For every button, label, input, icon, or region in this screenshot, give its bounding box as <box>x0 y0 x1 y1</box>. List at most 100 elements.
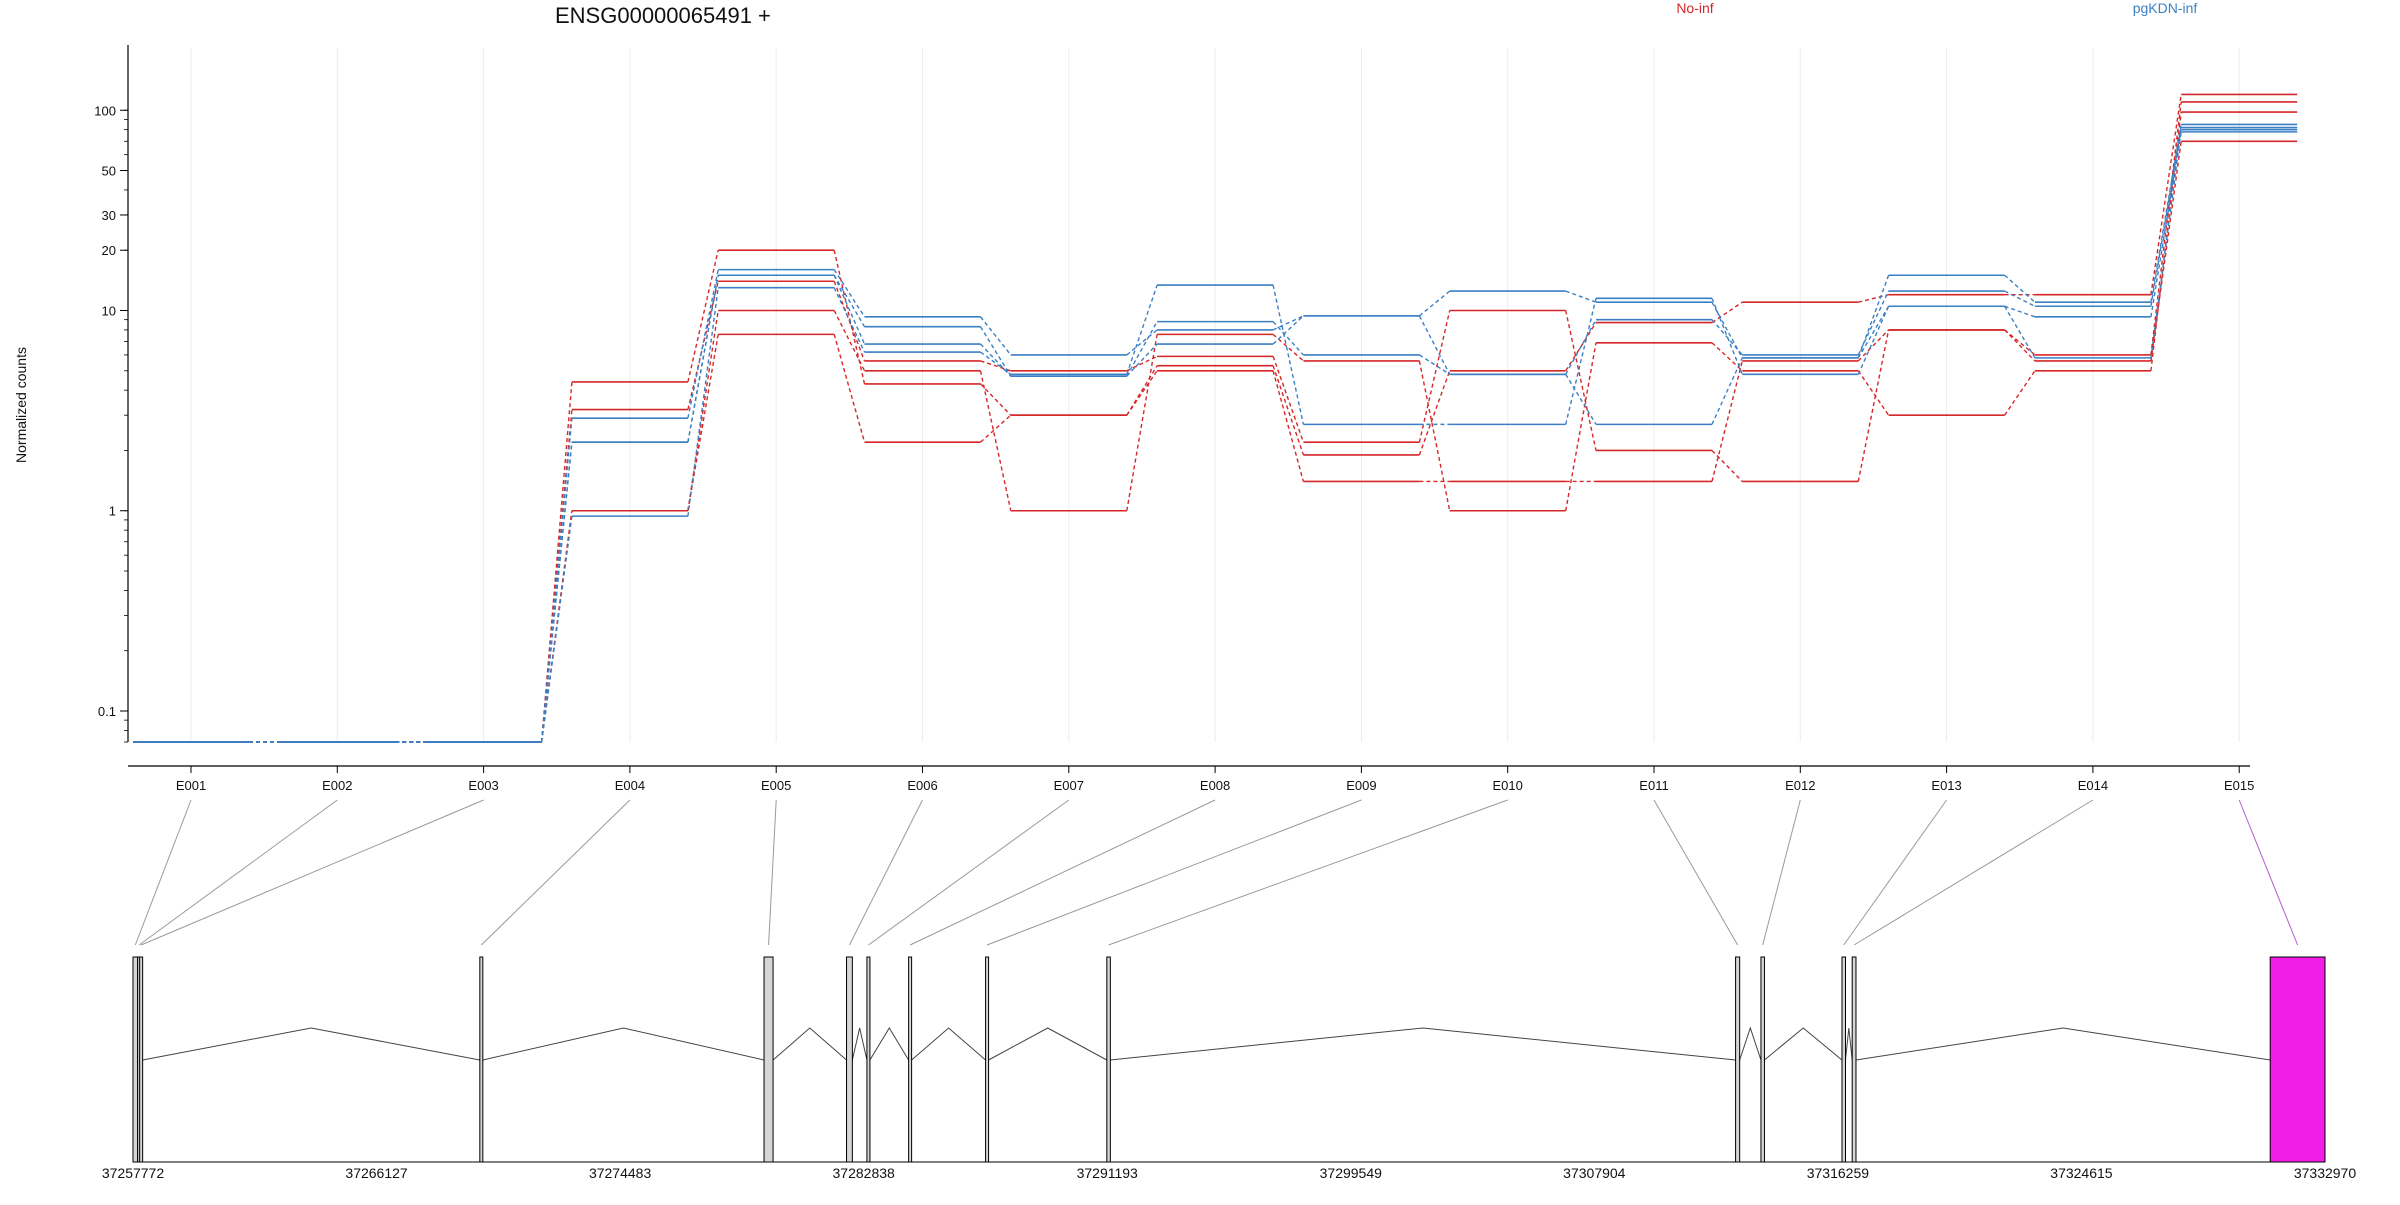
connector-e012 <box>1762 799 1801 946</box>
exon-transition <box>1711 360 1743 482</box>
x-tick-label-e003: E003 <box>468 778 498 793</box>
exon-transition <box>1272 356 1305 443</box>
exon-transition <box>1418 290 1451 317</box>
intron-line <box>1844 1027 1853 1061</box>
coordinate-label: 37274483 <box>589 1165 652 1181</box>
y-tick-label: 1 <box>109 504 116 519</box>
y-tick-label: 50 <box>102 164 116 179</box>
exon-transition <box>1272 284 1305 425</box>
exon-transition <box>1272 370 1305 482</box>
exon-transition <box>833 287 866 353</box>
x-tick-label-e012: E012 <box>1785 778 1815 793</box>
x-tick-label-e004: E004 <box>615 778 645 793</box>
intron-line <box>869 1027 910 1061</box>
exon-transition <box>833 310 866 372</box>
connector-e004 <box>480 799 631 946</box>
exon-transition <box>1858 293 1889 303</box>
connector-e002 <box>138 799 338 946</box>
coordinate-label: 37282838 <box>833 1165 896 1181</box>
x-tick-label-e011: E011 <box>1639 778 1668 793</box>
connector-e011 <box>1653 799 1739 946</box>
exon-transition <box>2004 370 2036 416</box>
exon-transition <box>1418 370 1451 456</box>
exon-transition <box>1126 329 1158 356</box>
exon-transition <box>1711 301 1743 359</box>
y-tick-label: 0.1 <box>98 704 116 719</box>
y-tick-label: 100 <box>94 103 116 118</box>
exon-transition <box>2150 94 2182 295</box>
exon-transition <box>1418 315 1451 375</box>
connector-e005 <box>768 799 777 946</box>
exon-transition <box>1126 284 1158 375</box>
exon-box-e004 <box>479 956 484 1163</box>
intron-line <box>1110 1027 1736 1061</box>
intron-line <box>1739 1026 1762 1061</box>
exon-transition <box>1418 360 1451 511</box>
intron-line <box>482 1027 765 1061</box>
exon-transition <box>687 250 719 383</box>
intron-line <box>988 1027 1108 1061</box>
exon-transition <box>980 414 1012 443</box>
exon-transition <box>2003 305 2036 359</box>
exon-transition <box>1565 310 1597 451</box>
exon-transition <box>1126 334 1158 511</box>
exon-transition <box>979 326 1012 377</box>
exon-box-e011 <box>1735 956 1741 1163</box>
x-tick-label-e015: E015 <box>2224 778 2254 793</box>
connector-e013 <box>1843 799 1948 946</box>
exon-transition <box>1272 321 1304 356</box>
intron-line <box>1855 1027 2271 1061</box>
coordinate-label: 37257772 <box>102 1165 165 1181</box>
exon-transition <box>1711 357 1743 425</box>
exon-transition <box>1272 315 1304 331</box>
y-tick-label: 30 <box>102 208 116 223</box>
exon-transition <box>979 383 1012 416</box>
exon-transition <box>1126 355 1158 372</box>
exon-transition <box>980 360 1012 372</box>
exon-transition <box>833 250 866 385</box>
exon-connectors <box>134 799 2299 946</box>
exon-box-e005 <box>763 956 774 1163</box>
exon-transition <box>1857 274 1890 359</box>
connector-e015 <box>2238 799 2299 946</box>
exon-transition <box>1565 290 1597 303</box>
legend-entry-0: No-inf <box>1676 0 1713 16</box>
exon-box-e014 <box>1851 956 1857 1163</box>
exon-transition <box>979 316 1012 356</box>
connector-e010 <box>1108 799 1508 946</box>
exon-transition <box>1126 321 1158 377</box>
exon-transition <box>1565 373 1597 425</box>
y-axis-label: Normalized counts <box>13 347 29 463</box>
exon-transition <box>833 334 866 443</box>
exon-transition <box>1857 305 1890 359</box>
coordinate-label: 37299549 <box>1320 1165 1383 1181</box>
x-tick-label-e008: E008 <box>1200 778 1230 793</box>
exon-box-e010 <box>1106 956 1111 1163</box>
exon-transition <box>979 343 1012 377</box>
exon-transition <box>2150 141 2182 362</box>
x-tick-label-e001: E001 <box>176 778 206 793</box>
exon-transition <box>1418 310 1451 443</box>
connector-e009 <box>986 799 1362 946</box>
exon-transition <box>1565 342 1597 511</box>
x-tick-label-e009: E009 <box>1346 778 1376 793</box>
coordinate-label: 37332970 <box>2294 1165 2357 1181</box>
exon-transition <box>2150 101 2182 356</box>
exon-transition <box>1857 290 1890 356</box>
series-7-pgkdn-inf <box>133 128 2298 743</box>
exon-transition <box>833 274 866 345</box>
exon-transition <box>2004 305 2036 318</box>
y-tick-label: 20 <box>102 243 116 258</box>
exon-box-e013 <box>1841 956 1846 1163</box>
intron-line <box>851 1027 868 1061</box>
exon-transition <box>2150 129 2182 358</box>
exon-transition <box>979 370 1012 511</box>
x-tick-label-e014: E014 <box>2078 778 2108 793</box>
exon-box-e012 <box>1760 956 1765 1163</box>
exon-transition <box>687 287 719 517</box>
exon-transition <box>833 274 866 328</box>
x-tick-label-e010: E010 <box>1493 778 1523 793</box>
exon-transition <box>1711 301 1743 324</box>
exon-transition <box>2004 329 2036 362</box>
